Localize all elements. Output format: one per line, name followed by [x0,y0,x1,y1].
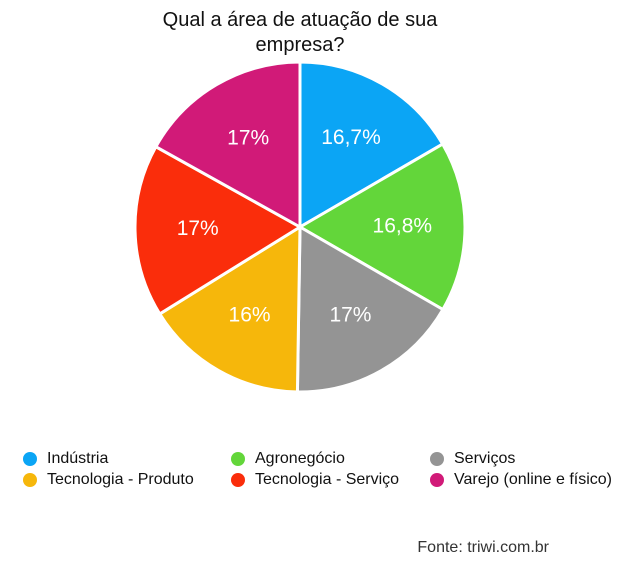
legend-marker [23,473,37,487]
slice-label: 17% [329,304,371,327]
legend-label: Serviços [454,450,515,467]
pie-slice [298,60,445,230]
slice-label: 16,7% [321,126,381,149]
pie-slice [153,60,302,230]
legend-label: Tecnologia - Produto [47,471,194,488]
slice-label: 17% [227,126,269,149]
legend-marker [430,452,444,466]
legend-label: Indústria [47,450,108,467]
pie-slice [133,144,303,316]
pie-slice [157,224,302,394]
pie-slice [295,224,445,394]
legend-label: Varejo (online e físico) [454,471,612,488]
legend-label: Tecnologia - Serviço [255,471,399,488]
pie-slice [297,142,467,312]
slice-label: 17% [177,217,219,240]
legend-marker [231,473,245,487]
legend-label: Agronegócio [255,450,345,467]
source: Fonte: triwi.com.br [417,539,549,556]
slice-label: 16% [229,304,271,327]
legend-marker [430,473,444,487]
legend-marker [231,452,245,466]
slice-label: 16,8% [373,214,433,237]
legend-marker [23,452,37,466]
chart-title: Qual a área de atuação de sua empresa? [162,9,438,56]
